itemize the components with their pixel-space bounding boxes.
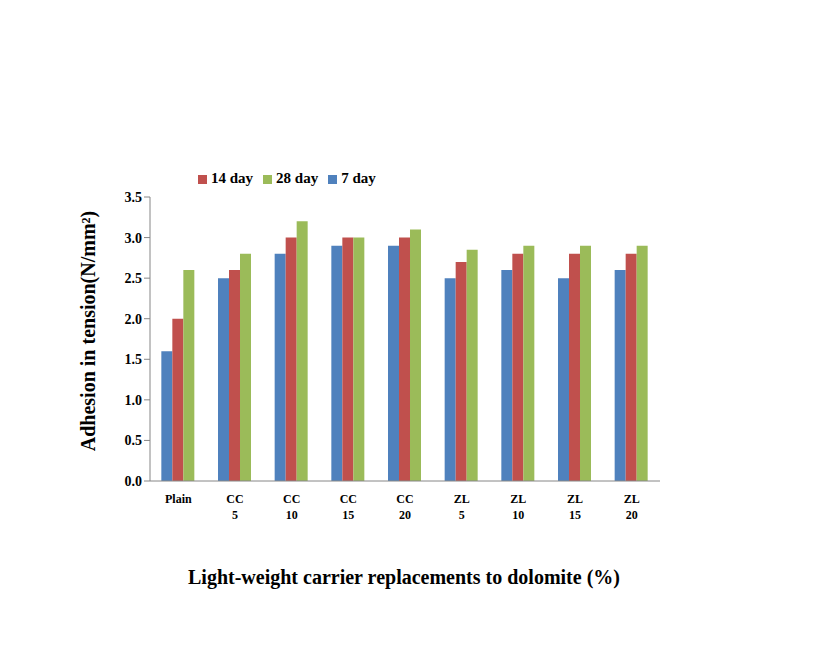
svg-text:CC20: CC20 bbox=[396, 492, 413, 522]
svg-text:ZL20: ZL20 bbox=[624, 492, 640, 522]
svg-text:CC10: CC10 bbox=[283, 492, 300, 522]
svg-text:2.5: 2.5 bbox=[125, 271, 143, 286]
svg-text:0.5: 0.5 bbox=[125, 433, 143, 448]
svg-text:ZL15: ZL15 bbox=[567, 492, 583, 522]
svg-text:ZL10: ZL10 bbox=[510, 492, 526, 522]
svg-text:2.0: 2.0 bbox=[125, 312, 143, 327]
html-text:Light-weight carrier replaceme: Light-weight carrier replacements to dol… bbox=[188, 565, 620, 588]
html-text:14 day: 14 day bbox=[211, 170, 254, 186]
svg-text:1.5: 1.5 bbox=[125, 352, 143, 367]
svg-text:Plain: Plain bbox=[165, 492, 192, 506]
html-text:Adhesion in tension(N/mm²): Adhesion in tension(N/mm²) bbox=[76, 210, 99, 452]
svg-text:CC5: CC5 bbox=[226, 492, 243, 522]
svg-text:3.5: 3.5 bbox=[125, 190, 143, 205]
html-text:7 day: 7 day bbox=[341, 170, 376, 186]
html-text:28 day: 28 day bbox=[276, 170, 319, 186]
svg-text:0.0: 0.0 bbox=[125, 474, 143, 489]
svg-text:ZL5: ZL5 bbox=[454, 492, 470, 522]
svg-text:CC15: CC15 bbox=[340, 492, 357, 522]
svg-text:1.0: 1.0 bbox=[125, 393, 143, 408]
svg-text:3.0: 3.0 bbox=[125, 231, 143, 246]
